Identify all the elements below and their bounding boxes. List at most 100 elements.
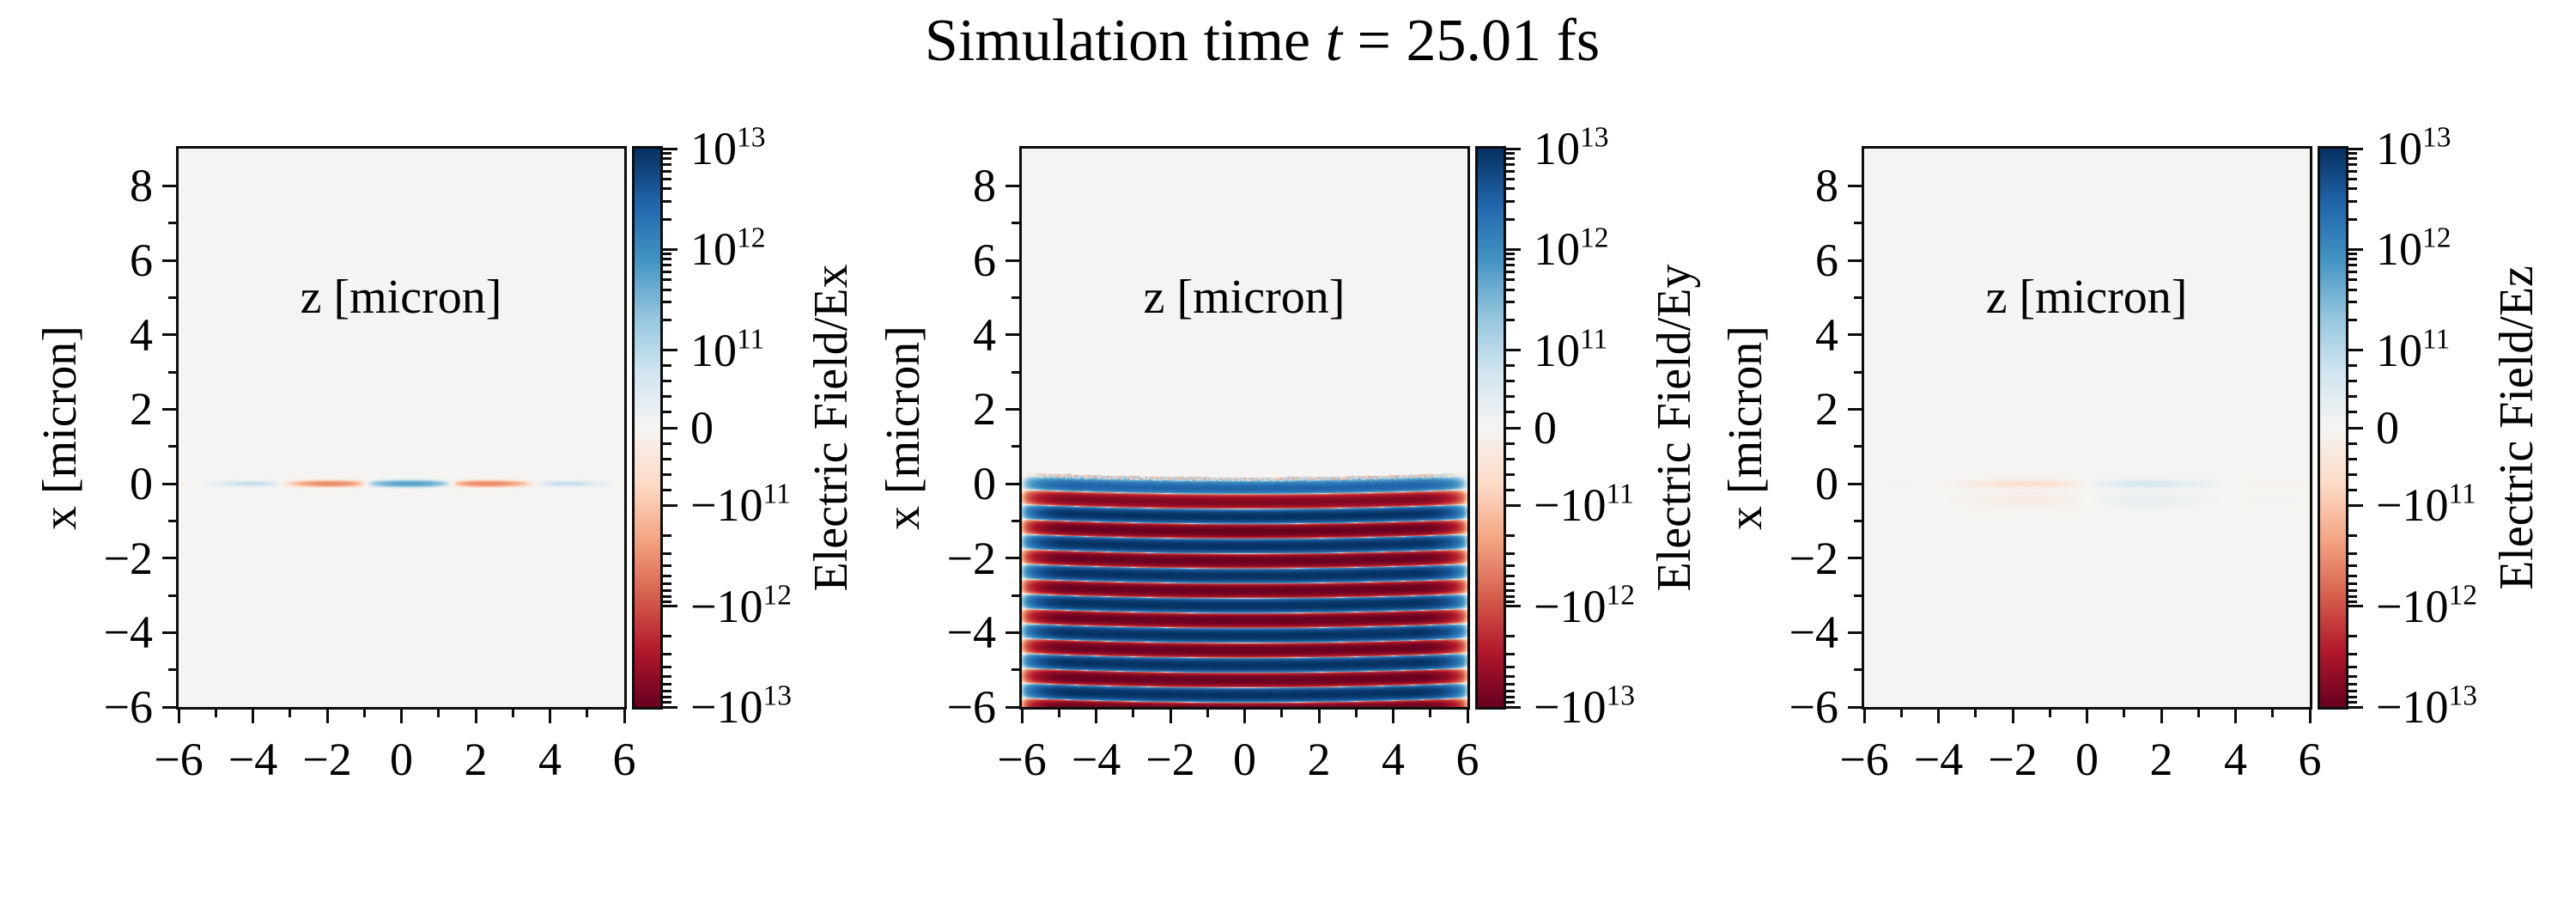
colorbar-minor-tick bbox=[1506, 288, 1515, 291]
colorbar-minor-tick bbox=[663, 263, 671, 266]
colorbar-minor-tick bbox=[663, 258, 671, 261]
x-minor-tick bbox=[1429, 710, 1432, 717]
x-minor-tick bbox=[214, 710, 217, 717]
colorbar-tick-label: −1012 bbox=[1534, 578, 1635, 632]
x-major-tick bbox=[623, 710, 626, 723]
colorbar-minor-tick bbox=[1506, 574, 1515, 577]
y-major-tick bbox=[1848, 482, 1862, 485]
colorbar-major-tick bbox=[2348, 605, 2363, 608]
colorbar-minor-tick bbox=[1506, 534, 1515, 538]
heatmap-ey-canvas bbox=[1022, 149, 1467, 707]
colorbar-minor-tick bbox=[1506, 253, 1515, 256]
x-tick-label: 4 bbox=[2224, 734, 2247, 785]
x-major-tick bbox=[549, 710, 551, 723]
x-tick-label: −6 bbox=[154, 734, 204, 785]
colorbar-minor-tick bbox=[1506, 156, 1515, 160]
y-tick-label: −2 bbox=[1789, 532, 1838, 584]
colorbar-minor-tick bbox=[663, 582, 671, 586]
colorbar-minor-tick bbox=[2348, 665, 2357, 668]
heatmap-ez-canvas bbox=[1864, 149, 2310, 707]
colorbar-minor-tick bbox=[663, 288, 671, 291]
colorbar-minor-tick bbox=[2348, 411, 2357, 414]
y-major-tick bbox=[1005, 184, 1019, 187]
y-axis-label: x [micron] bbox=[33, 326, 87, 530]
y-minor-tick bbox=[168, 296, 176, 299]
y-tick-label: −6 bbox=[1789, 681, 1838, 733]
colorbar-minor-tick bbox=[2348, 589, 2357, 592]
colorbar-minor-tick bbox=[2348, 564, 2357, 568]
colorbar-ez bbox=[2318, 146, 2348, 710]
x-tick-label: −6 bbox=[1839, 734, 1889, 785]
colorbar-major-tick bbox=[1506, 349, 1521, 352]
colorbar-label-ez: Electric Field/Ez bbox=[2490, 265, 2543, 590]
y-major-tick bbox=[162, 482, 176, 485]
colorbar-minor-tick bbox=[2348, 574, 2357, 577]
colorbar-major-tick bbox=[663, 605, 677, 608]
x-major-tick bbox=[2160, 710, 2163, 723]
colorbar-minor-tick bbox=[1506, 364, 1515, 368]
x-tick-label: 4 bbox=[1382, 734, 1405, 785]
x-major-tick bbox=[2308, 710, 2312, 723]
y-minor-tick bbox=[1012, 222, 1019, 225]
y-major-tick bbox=[162, 557, 176, 560]
colorbar-tick-label: 1011 bbox=[1534, 322, 1608, 376]
colorbar-major-tick bbox=[2348, 247, 2363, 251]
x-axis-label: z [micron] bbox=[1985, 271, 2188, 324]
colorbar-major-tick bbox=[663, 349, 677, 352]
y-major-tick bbox=[1848, 407, 1862, 411]
y-axis-label: x [micron] bbox=[877, 326, 930, 530]
colorbar-minor-tick bbox=[2348, 442, 2357, 445]
colorbar-minor-tick bbox=[663, 488, 671, 491]
figure-title: Simulation time t = 25.01 fs bbox=[925, 7, 1600, 76]
y-major-tick bbox=[1848, 333, 1862, 337]
x-major-tick bbox=[1937, 710, 1940, 723]
colorbar-minor-tick bbox=[2348, 151, 2357, 155]
x-major-tick bbox=[1862, 710, 1866, 723]
x-minor-tick bbox=[1899, 710, 1903, 717]
y-major-tick bbox=[1005, 259, 1019, 262]
colorbar-minor-tick bbox=[2348, 472, 2357, 476]
colorbar-label-ex: Electric Field/Ex bbox=[805, 264, 858, 592]
y-tick-label: −2 bbox=[103, 532, 153, 584]
x-tick-label: 4 bbox=[538, 734, 562, 785]
colorbar-major-tick bbox=[2348, 147, 2363, 150]
colorbar-major-tick bbox=[1506, 503, 1521, 507]
title-value: = 25.01 fs bbox=[1342, 8, 1601, 74]
colorbar-minor-tick bbox=[2348, 600, 2357, 603]
y-tick-label: 2 bbox=[1815, 383, 1838, 436]
colorbar-minor-tick bbox=[663, 594, 671, 598]
colorbar-major-tick bbox=[663, 426, 677, 430]
colorbar-minor-tick bbox=[2348, 395, 2357, 399]
y-tick-label: −4 bbox=[946, 606, 996, 659]
y-tick-label: 8 bbox=[130, 160, 153, 212]
colorbar-minor-tick bbox=[2348, 582, 2357, 586]
colorbar-minor-tick bbox=[1506, 701, 1515, 704]
colorbar-minor-tick bbox=[2348, 534, 2357, 538]
colorbar-minor-tick bbox=[1506, 217, 1515, 221]
y-major-tick bbox=[1848, 184, 1862, 187]
colorbar-minor-tick bbox=[2348, 263, 2357, 266]
colorbar-minor-tick bbox=[663, 675, 671, 679]
y-tick-label: −6 bbox=[103, 681, 153, 733]
x-minor-tick bbox=[437, 710, 440, 717]
colorbar-major-tick bbox=[663, 503, 677, 507]
colorbar-minor-tick bbox=[663, 217, 671, 221]
colorbar-minor-tick bbox=[1506, 318, 1515, 321]
colorbar-major-tick bbox=[1506, 705, 1521, 709]
x-major-tick bbox=[2011, 710, 2014, 723]
colorbar-minor-tick bbox=[663, 665, 671, 668]
colorbar-minor-tick bbox=[663, 395, 671, 399]
x-tick-label: 2 bbox=[464, 734, 488, 785]
x-tick-label: −2 bbox=[302, 734, 352, 785]
colorbar-minor-tick bbox=[2348, 594, 2357, 598]
colorbar-minor-tick bbox=[2348, 156, 2357, 160]
colorbar-minor-tick bbox=[1506, 169, 1515, 173]
colorbar-tick-label: 0 bbox=[1534, 402, 1557, 454]
colorbar-minor-tick bbox=[663, 187, 671, 191]
colorbar-label-ey: Electric Field/Ey bbox=[1648, 264, 1701, 592]
colorbar-minor-tick bbox=[2348, 169, 2357, 173]
y-minor-tick bbox=[168, 519, 176, 522]
colorbar-tick-label: 1012 bbox=[1534, 222, 1609, 276]
colorbar-minor-tick bbox=[2348, 288, 2357, 291]
y-minor-tick bbox=[1012, 519, 1019, 522]
